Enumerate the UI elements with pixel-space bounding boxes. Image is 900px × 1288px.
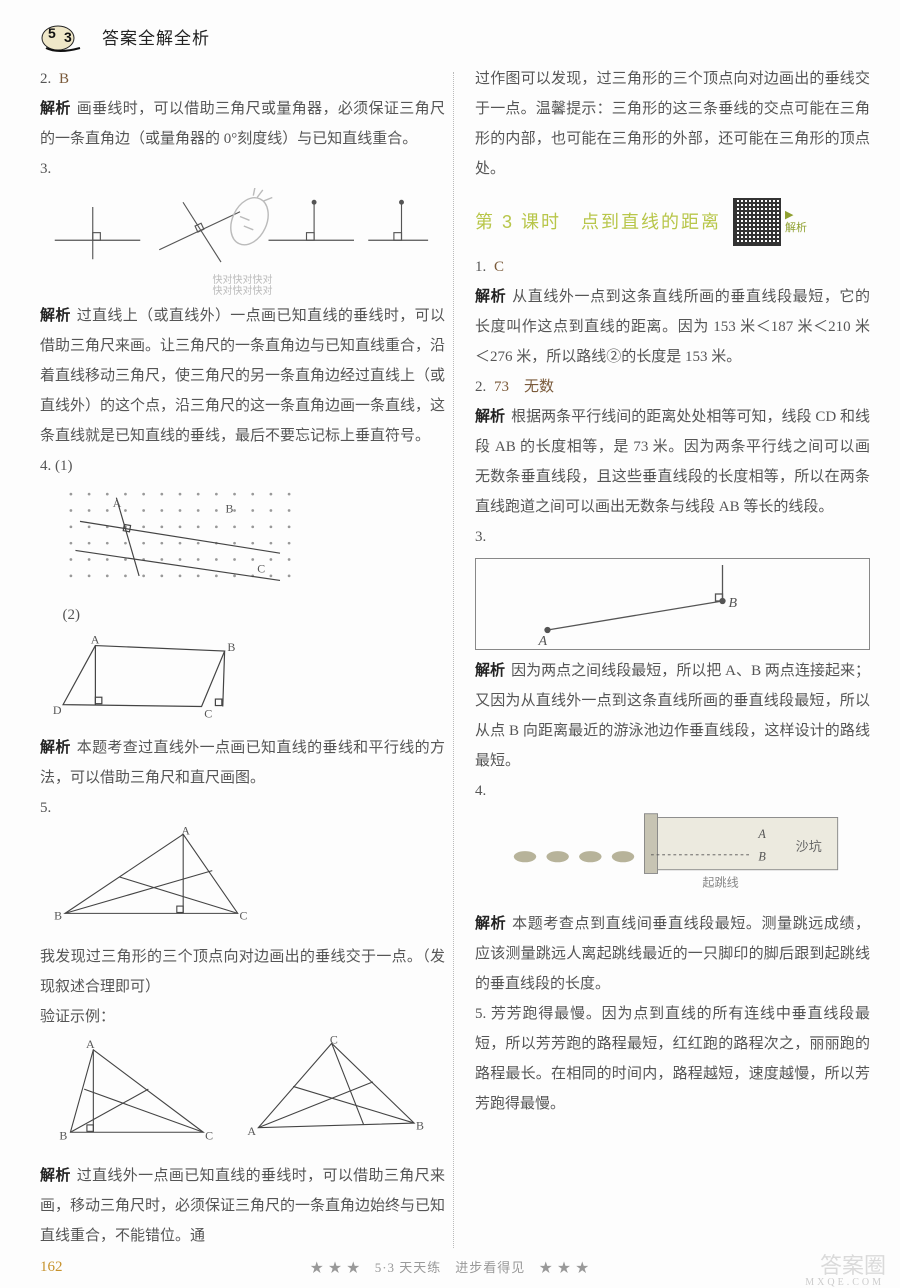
- q3-figure: 快对快对快对 快对快对快对: [40, 188, 445, 297]
- section-title: 第 3 课时 点到直线的距离: [475, 204, 721, 240]
- svg-text:D: D: [53, 703, 62, 717]
- page-header: 5 3 答案全解全析: [0, 0, 900, 64]
- watermark-main: 答案圈: [820, 1248, 886, 1280]
- svg-text:A: A: [757, 827, 766, 841]
- rq1-explain: 解析从直线外一点到这条直线所画的垂直线段最短，它的长度叫作这点到直线的距离。因为…: [475, 282, 870, 372]
- svg-text:C: C: [204, 707, 212, 718]
- svg-text:3: 3: [64, 29, 72, 45]
- svg-text:A: A: [247, 1124, 256, 1138]
- text: 过直线上（或直线外）一点画已知直线的垂线时，可以借助三角尺来画。让三角尺的一条直…: [40, 308, 445, 444]
- svg-text:A: A: [538, 634, 548, 645]
- q4-explain: 解析本题考查过直线外一点画已知直线的垂线和平行线的方法，可以借助三角尺和直尺画图…: [40, 733, 445, 793]
- q4-2-figure: A B C D: [40, 634, 445, 729]
- q5-figure: A B C: [40, 827, 445, 938]
- page-title: 答案全解全析: [102, 24, 210, 49]
- svg-text:起跳线: 起跳线: [702, 876, 738, 890]
- svg-text:C: C: [330, 1036, 338, 1046]
- rq4-num: 4.: [475, 776, 870, 806]
- q4-line: 4. (1): [40, 451, 445, 481]
- right-column: 过作图可以发现，过三角形的三个顶点向对边画出的垂线交于一点。温馨提示：三角形的这…: [463, 64, 870, 1251]
- rq2-explain: 解析根据两条平行线间的距离处处相等可知，线段 CD 和线段 AB 的长度相等，是…: [475, 402, 870, 522]
- q5-finding: 我发现过三角形的三个顶点向对边画出的垂线交于一点。（发现叙述合理即可）: [40, 942, 445, 1002]
- q5-num: 5.: [40, 793, 445, 823]
- q4-sub2: (2): [40, 600, 445, 630]
- watermark-note: 快对快对快对: [40, 275, 445, 286]
- rq3-num: 3.: [475, 522, 870, 552]
- text: 画垂线时，可以借助三角尺或量角器，必须保证三角尺的一条直角边（或量角器的 0°刻…: [40, 101, 445, 147]
- right-cont: 过作图可以发现，过三角形的三个顶点向对边画出的垂线交于一点。温馨提示：三角形的这…: [475, 64, 870, 184]
- label-C: C: [257, 561, 265, 575]
- q2-answer: B: [59, 71, 69, 87]
- svg-text:A: A: [181, 827, 190, 837]
- q3-num: 3.: [40, 154, 445, 184]
- rq4-explain: 解析本题考查点到直线间垂直线段最短。测量跳远成绩，应该测量跳远人离起跳线最近的一…: [475, 909, 870, 999]
- q4-1-figure: A B C: [40, 485, 445, 596]
- svg-text:B: B: [758, 849, 766, 863]
- svg-text:C: C: [240, 909, 248, 923]
- rq2-line: 2. 73 无数: [475, 372, 870, 402]
- q5-verify-figure: A B C C A B: [40, 1036, 445, 1157]
- column-divider: [453, 72, 454, 1248]
- brand-logo: 5 3: [40, 18, 90, 54]
- section-header: 第 3 课时 点到直线的距离 ▶ 解析: [475, 198, 870, 246]
- rq3-explain: 解析因为两点之间线段最短，所以把 A、B 两点连接起来；又因为从直线外一点到这条…: [475, 656, 870, 776]
- q5-explain: 解析过直线外一点画已知直线的垂线时，可以借助三角尺来画，移动三角尺时，必须保证三…: [40, 1161, 445, 1251]
- watermark-note: 快对快对快对: [40, 286, 445, 297]
- label-A: A: [113, 496, 122, 510]
- svg-text:B: B: [54, 909, 62, 923]
- explain-label: 解析: [40, 307, 71, 324]
- qr-arrow-icon: ▶: [785, 209, 807, 222]
- page-footer: ★ ★ ★ 5·3 天天练 进步看得见 ★ ★ ★: [0, 1257, 900, 1276]
- explain-label: 解析: [40, 100, 71, 117]
- svg-text:B: B: [59, 1129, 67, 1143]
- svg-text:B: B: [227, 640, 235, 654]
- watermark-sub: MXQE.COM: [805, 1277, 884, 1288]
- qr-code-icon[interactable]: [733, 198, 781, 246]
- svg-text:沙坑: 沙坑: [796, 839, 822, 854]
- q-number: 2.: [40, 71, 51, 87]
- svg-text:5: 5: [48, 25, 56, 41]
- svg-text:A: A: [86, 1037, 95, 1051]
- svg-text:C: C: [205, 1129, 213, 1143]
- svg-text:B: B: [416, 1119, 424, 1133]
- rq5: 5. 芳芳跑得最慢。因为点到直线的所有连线中垂直线段最短，所以芳芳跑的路程最短，…: [475, 999, 870, 1119]
- q5-verify-label: 验证示例：: [40, 1002, 445, 1032]
- rq3-figure: B A: [475, 558, 870, 650]
- svg-text:A: A: [91, 634, 100, 647]
- qr-label: 解析: [785, 222, 807, 235]
- rq1-line: 1. C: [475, 252, 870, 282]
- q3-explain: 解析过直线上（或直线外）一点画已知直线的垂线时，可以借助三角尺来画。让三角尺的一…: [40, 301, 445, 451]
- svg-text:B: B: [729, 596, 738, 611]
- left-column: 2. B 解析画垂线时，可以借助三角尺或量角器，必须保证三角尺的一条直角边（或量…: [40, 64, 445, 1251]
- q2-line: 2. B: [40, 64, 445, 94]
- label-B: B: [225, 501, 233, 515]
- rq4-figure: A B 沙坑 起跳线: [475, 810, 870, 905]
- q2-explain: 解析画垂线时，可以借助三角尺或量角器，必须保证三角尺的一条直角边（或量角器的 0…: [40, 94, 445, 154]
